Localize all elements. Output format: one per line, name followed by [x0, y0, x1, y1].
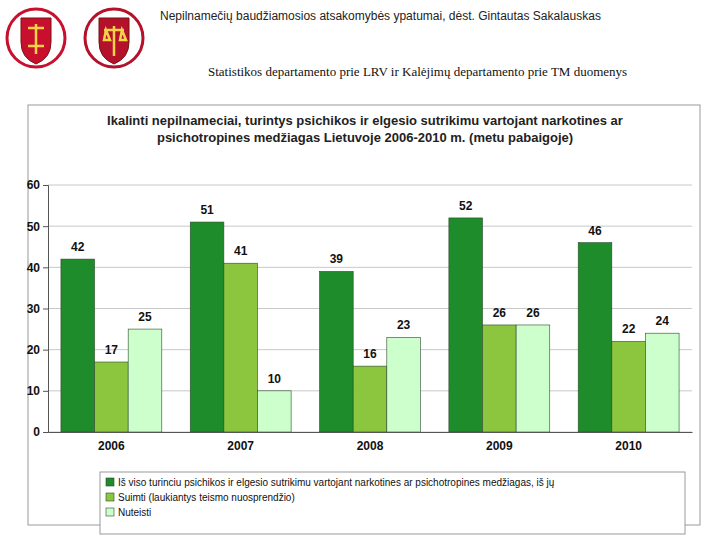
tick: 30	[27, 302, 48, 316]
logo-shield	[99, 18, 129, 64]
data-label: 10	[268, 372, 282, 386]
tick: 20	[27, 343, 48, 357]
legend: Iš viso turinciu psichikos ir elgesio su…	[100, 472, 685, 534]
tick: 50	[27, 220, 48, 234]
bar	[645, 333, 679, 432]
data-label: 51	[200, 203, 214, 217]
chart-frame	[28, 105, 700, 525]
data-label: 26	[526, 306, 540, 320]
data-label: 25	[138, 310, 152, 324]
tick-label: 30	[27, 302, 41, 316]
tick: 40	[27, 261, 48, 275]
tick-label: 20	[27, 343, 41, 357]
bar	[353, 366, 387, 432]
data-label: 16	[363, 347, 377, 361]
tick-label: 0	[33, 425, 40, 439]
tick-label: 2009	[486, 439, 513, 453]
logo-shield	[21, 18, 51, 64]
bar	[128, 329, 162, 432]
tick-mark	[43, 350, 48, 351]
legend-label: Suimti (laukiantys teismo nuosprendžio)	[118, 492, 295, 503]
bar	[449, 218, 483, 432]
tick-mark	[43, 226, 48, 227]
data-label: 41	[234, 244, 248, 258]
tick-label: 2006	[98, 439, 125, 453]
tick-label: 2010	[615, 439, 642, 453]
bar	[224, 263, 258, 432]
tick-mark	[43, 309, 48, 310]
tick-mark	[43, 432, 48, 433]
data-label: 22	[622, 322, 636, 336]
tick: 0	[33, 425, 48, 439]
tick-label: 50	[27, 220, 41, 234]
legend-label: Iš viso turinciu psichikos ir elgesio su…	[118, 477, 555, 488]
data-label: 46	[588, 224, 602, 238]
logo	[85, 9, 143, 67]
slide: Nepilnamečių baudžiamosios atsakomybės y…	[0, 0, 720, 540]
data-label: 42	[71, 240, 85, 254]
data-label: 52	[459, 199, 473, 213]
tick: 2007	[227, 432, 254, 453]
legend-swatch	[106, 508, 114, 516]
source: Statistikos departamento prie LRV ir Kal…	[208, 64, 627, 79]
tick-label: 40	[27, 261, 41, 275]
logo-ring	[85, 9, 143, 67]
data-labels: 42 51 39 52 46 17 41 16 26 22 25 10 23 26 24	[71, 199, 669, 386]
bar	[612, 341, 646, 432]
data-label: 17	[105, 343, 119, 357]
bar	[516, 325, 550, 432]
grid-line	[48, 185, 692, 186]
tick-mark	[43, 267, 48, 268]
bar	[483, 325, 517, 432]
bar	[190, 222, 224, 432]
tick-label: 2008	[357, 439, 384, 453]
legend-swatch	[106, 478, 114, 486]
axis-line	[49, 432, 693, 433]
legend-label: Nuteisti	[118, 507, 151, 518]
x-axis: 2006 2007 2008 2009 2010	[49, 432, 693, 453]
logo-emblem	[28, 24, 44, 54]
chart-title: Ikalinti nepilnameciai, turintys psichik…	[104, 112, 626, 146]
data-label: 24	[656, 314, 670, 328]
bar	[95, 362, 129, 432]
tick-label: 60	[27, 178, 41, 192]
tick: 2008	[357, 432, 384, 453]
bar	[387, 337, 421, 432]
tick: 10	[27, 384, 48, 398]
data-label: 39	[330, 252, 344, 266]
bar	[257, 391, 291, 432]
tick-label: 10	[27, 384, 41, 398]
bar	[61, 259, 95, 432]
tick-mark	[43, 391, 48, 392]
logo-ring	[7, 9, 65, 67]
tick-mark	[43, 185, 48, 186]
data-label: 26	[493, 306, 507, 320]
legend-swatch	[106, 493, 114, 501]
data-label: 23	[397, 318, 411, 332]
tick: 2010	[615, 432, 642, 453]
grid	[48, 185, 692, 432]
axis-line	[43, 186, 49, 433]
logo	[7, 9, 65, 67]
y-axis: 0 10 20 30 40 50 60	[27, 178, 49, 439]
tick-label: 2007	[227, 439, 254, 453]
tick: 60	[27, 178, 48, 192]
bar	[320, 271, 354, 432]
tick: 2009	[486, 432, 513, 453]
tick: 2006	[98, 432, 125, 453]
bars	[61, 218, 679, 432]
legend-box	[100, 472, 685, 534]
logo-emblem	[104, 26, 126, 56]
bar	[578, 243, 612, 432]
header-title: Nepilnamečių baudžiamosios atsakomybės y…	[160, 9, 601, 23]
